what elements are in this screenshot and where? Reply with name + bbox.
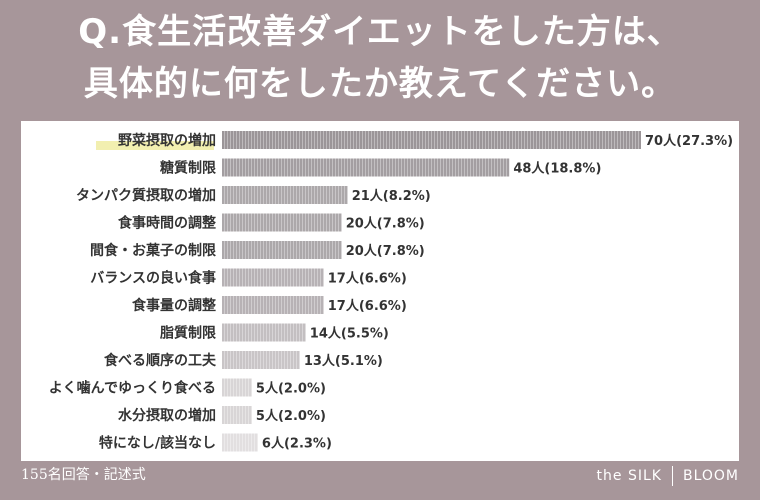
value-label: 48人(18.8%) xyxy=(513,161,601,177)
bar xyxy=(222,131,641,149)
bar xyxy=(222,378,252,397)
bar-row: 脂質制限 14人(5.5%) xyxy=(159,323,389,342)
value-label: 5人(2.0%) xyxy=(256,408,326,424)
bar-row: 食事量の調整 17人(6.6%) xyxy=(132,296,407,314)
value-label: 70人(27.3%) xyxy=(645,133,733,149)
bar-row: タンパク質摂取の増加 21人(8.2%) xyxy=(76,186,431,204)
category-label: 野菜摂取の増加 xyxy=(118,132,216,149)
bar xyxy=(222,406,252,424)
value-label: 6人(2.3%) xyxy=(262,436,332,452)
category-label: タンパク質摂取の増加 xyxy=(76,187,216,204)
value-label: 20人(7.8%) xyxy=(346,216,425,232)
title-line-2: 具体的に何をしたか教えてください。 xyxy=(83,64,677,104)
bar xyxy=(222,158,510,177)
bar-row: 特になし/該当なし 6人(2.3%) xyxy=(99,433,332,452)
category-label: バランスの良い食事 xyxy=(90,270,216,287)
category-label: 間食・お菓子の制限 xyxy=(90,242,216,259)
brand-right: BLOOM xyxy=(682,468,739,484)
category-label: 食べる順序の工夫 xyxy=(104,352,217,369)
bar-row: 野菜摂取の増加 70人(27.3%) xyxy=(96,131,733,150)
category-label: 脂質制限 xyxy=(159,325,216,342)
brand-left: the SILK xyxy=(596,468,662,484)
category-label: よく噛んでゆっくり食べる xyxy=(49,380,216,397)
title-line-1: Q.食生活改善ダイエットをした方は、 xyxy=(78,12,682,52)
category-label: 水分摂取の増加 xyxy=(118,407,216,424)
bar-row: 糖質制限 48人(18.8%) xyxy=(160,158,601,177)
bar-chart: 野菜摂取の増加 70人(27.3%) 糖質制限 48人(18.8%) タンパク質摂取の増… xyxy=(49,131,733,452)
category-label: 食事時間の調整 xyxy=(118,215,217,232)
value-label: 21人(8.2%) xyxy=(352,188,431,204)
bar-row: 水分摂取の増加 5人(2.0%) xyxy=(118,406,326,424)
bar xyxy=(222,433,258,452)
bar xyxy=(222,241,342,259)
value-label: 14人(5.5%) xyxy=(310,326,389,342)
label-highlight xyxy=(96,141,214,150)
bar xyxy=(222,186,348,204)
category-label: 糖質制限 xyxy=(160,160,216,177)
brand-logo: the SILK BLOOM xyxy=(597,463,739,489)
value-label: 17人(6.6%) xyxy=(328,271,407,287)
category-label: 食事量の調整 xyxy=(132,297,217,314)
bar xyxy=(222,296,324,314)
bar-row: 食べる順序の工夫 13人(5.1%) xyxy=(104,351,383,369)
value-label: 13人(5.1%) xyxy=(304,353,383,369)
bar xyxy=(222,268,324,287)
title: Q.食生活改善ダイエットをした方は、 具体的に何をしたか教えてください。 xyxy=(0,6,760,110)
brand-divider xyxy=(671,466,673,486)
bar xyxy=(222,323,306,342)
bar-row: バランスの良い食事 17人(6.6%) xyxy=(90,268,407,287)
value-label: 17人(6.6%) xyxy=(328,298,407,314)
bar-row: よく噛んでゆっくり食べる 5人(2.0%) xyxy=(49,378,326,397)
chart-panel: 野菜摂取の増加 70人(27.3%) 糖質制限 48人(18.8%) タンパク質摂取の増… xyxy=(21,121,739,461)
bar-row: 間食・お菓子の制限 20人(7.8%) xyxy=(90,241,425,259)
value-label: 20人(7.8%) xyxy=(346,243,425,259)
response-note: 155名回答・記述式 xyxy=(21,467,146,483)
bar xyxy=(222,213,342,232)
bar-row: 食事時間の調整 20人(7.8%) xyxy=(118,213,425,232)
value-label: 5人(2.0%) xyxy=(256,381,326,397)
category-label: 特になし/該当なし xyxy=(99,435,216,452)
bar xyxy=(222,351,300,369)
